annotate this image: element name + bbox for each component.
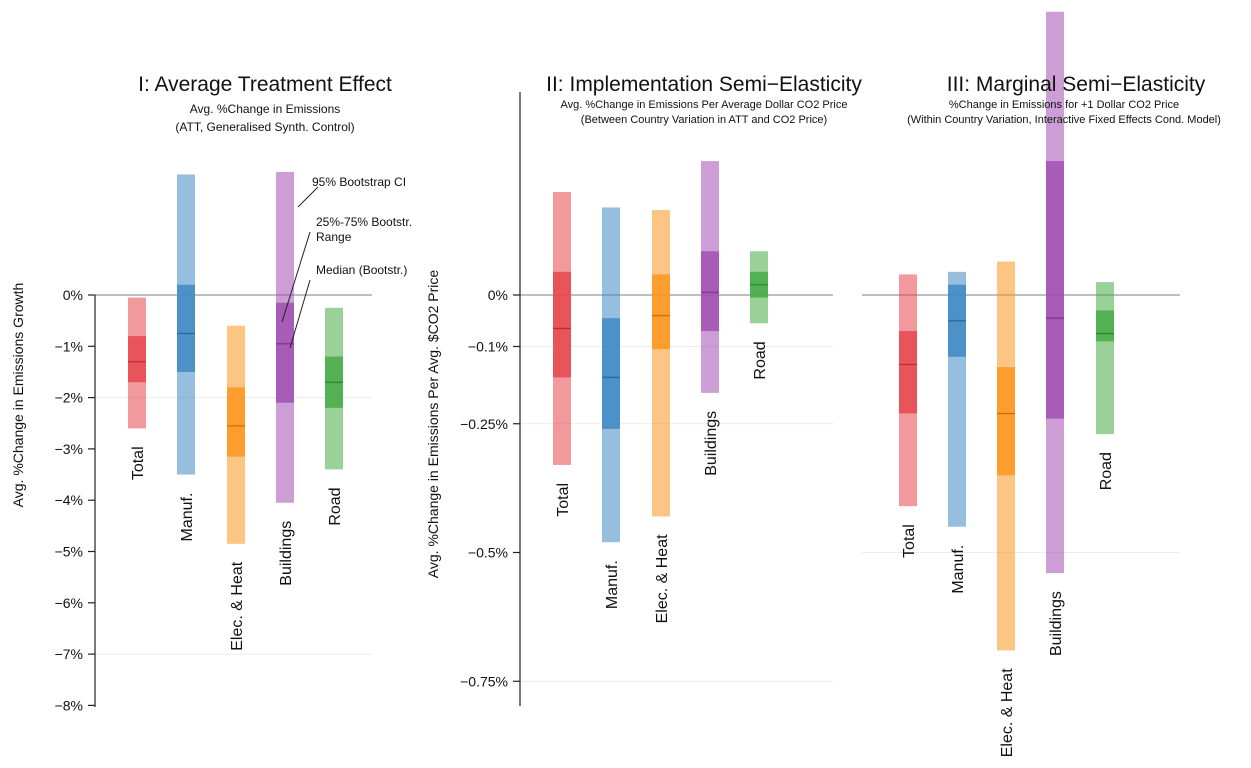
iqr-bar-road xyxy=(1096,310,1114,342)
bar-group-elec-heat xyxy=(997,261,1015,651)
bar-group-manuf xyxy=(602,207,620,543)
y-tick-label: 0% xyxy=(488,287,508,303)
category-label-total: Total xyxy=(555,483,572,517)
annotation-median: Median (Bootstr.) xyxy=(316,263,407,277)
bars xyxy=(553,161,768,543)
bar-group-buildings xyxy=(1046,11,1064,574)
category-labels: Total Manuf. Elec. & Heat Buildings Road xyxy=(901,452,1115,757)
y-tick-label: −0.75% xyxy=(460,673,508,689)
category-label-elec-heat: Elec. & Heat xyxy=(654,534,671,623)
category-label-road: Road xyxy=(327,487,344,525)
panel-title: III: Marginal Semi−Elasticity xyxy=(947,73,1206,96)
annotation-leader-iqr xyxy=(281,231,311,323)
bar-group-manuf xyxy=(177,174,195,475)
category-labels: Total Manuf. Elec. & Heat Buildings Road xyxy=(130,446,344,650)
bar-group-road xyxy=(1096,282,1114,435)
y-tick-label: −0.25% xyxy=(460,416,508,432)
y-ticks: 0% −0.1% −0.25% −0.5% −0.75% xyxy=(460,287,520,689)
y-tick-label: −6% xyxy=(55,595,83,611)
category-label-road: Road xyxy=(1098,452,1115,490)
y-tick-label: −4% xyxy=(55,492,83,508)
y-axis-label: Avg. %Change in Emissions Per Avg. $CO2 … xyxy=(425,270,441,579)
category-label-manuf: Manuf. xyxy=(179,493,196,542)
category-label-total: Total xyxy=(130,446,147,480)
bars xyxy=(899,11,1114,651)
legend-annotations: 95% Bootstrap CI 25%-75% Bootstr. Range … xyxy=(281,175,412,349)
panel-subtitle-line2: (Within Country Variation, Interactive F… xyxy=(907,114,1221,126)
category-label-manuf: Manuf. xyxy=(950,545,967,594)
iqr-bar-elec-heat xyxy=(227,387,245,457)
category-label-elec-heat: Elec. & Heat xyxy=(229,561,246,650)
y-tick-label: 0% xyxy=(63,287,83,303)
y-axis-label: Avg. %Change in Emissions Growth xyxy=(10,283,26,508)
panel-subtitle-line1: Avg. %Change in Emissions Per Average Do… xyxy=(561,99,848,111)
y-tick-label: −0.5% xyxy=(468,545,508,561)
annotation-ci95: 95% Bootstrap CI xyxy=(312,175,406,189)
bar-group-road xyxy=(750,251,768,324)
iqr-bar-elec-heat xyxy=(652,274,670,350)
bar-group-total xyxy=(128,297,146,429)
annotation-iqr-line1: 25%-75% Bootstr. xyxy=(316,215,412,229)
bar-group-road xyxy=(325,307,343,470)
iqr-bar-manuf xyxy=(602,318,620,429)
y-tick-label: −5% xyxy=(55,544,83,560)
y-tick-label: −3% xyxy=(55,441,83,457)
grid-lines xyxy=(520,346,833,682)
ci95-bar-road xyxy=(1096,282,1114,435)
category-labels: Total Manuf. Elec. & Heat Buildings Road xyxy=(555,341,769,623)
iqr-bar-total xyxy=(128,336,146,383)
ci95-bar-elec-heat xyxy=(652,210,670,517)
panel-implementation-semi-elasticity: 0% −0.1% −0.25% −0.5% −0.75% Total Manuf. Elec… xyxy=(425,73,862,706)
category-label-total: Total xyxy=(901,524,918,558)
bar-group-buildings xyxy=(276,171,294,503)
category-label-buildings: Buildings xyxy=(703,411,720,476)
bar-group-elec-heat xyxy=(652,210,670,517)
bar-group-buildings xyxy=(701,161,719,393)
panel-subtitle-line1: %Change in Emissions for +1 Dollar CO2 P… xyxy=(949,99,1179,111)
category-label-manuf: Manuf. xyxy=(604,560,621,609)
category-label-road: Road xyxy=(752,341,769,379)
category-label-buildings: Buildings xyxy=(1048,591,1065,656)
iqr-bar-total xyxy=(899,331,917,414)
bar-group-total xyxy=(553,192,571,465)
panel-title: I: Average Treatment Effect xyxy=(138,73,392,96)
y-tick-label: −7% xyxy=(55,646,83,662)
panel-marginal-semi-elasticity: Total Manuf. Elec. & Heat Buildings Road III… xyxy=(862,11,1221,757)
iqr-bar-total xyxy=(553,271,571,378)
annotation-leader-ci95 xyxy=(297,186,319,208)
y-tick-label: −0.1% xyxy=(468,339,508,355)
y-tick-label: −8% xyxy=(55,697,83,713)
annotation-leader-median xyxy=(289,279,311,349)
annotation-iqr-line2: Range xyxy=(316,230,352,244)
category-label-buildings: Buildings xyxy=(278,521,295,586)
bar-group-elec-heat xyxy=(227,325,245,544)
iqr-bar-buildings xyxy=(701,251,719,332)
bar-group-total xyxy=(899,274,917,507)
category-label-elec-heat: Elec. & Heat xyxy=(999,668,1016,757)
y-tick-label: −1% xyxy=(55,338,83,354)
iqr-bar-elec-heat xyxy=(997,367,1015,476)
iqr-bar-buildings xyxy=(1046,161,1064,419)
y-tick-label: −2% xyxy=(55,390,83,406)
iqr-bar-manuf xyxy=(177,284,195,372)
panel-title: II: Implementation Semi−Elasticity xyxy=(546,73,862,96)
panel-subtitle-line2: (Between Country Variation in ATT and CO… xyxy=(581,114,827,126)
bar-group-manuf xyxy=(948,271,966,527)
panel-average-treatment-effect: 0% −1% −2% −3% −4% −5% −6% −7% −8% Total Manuf. El… xyxy=(10,73,392,713)
bars xyxy=(128,171,343,544)
iqr-bar-buildings xyxy=(276,302,294,403)
y-ticks: 0% −1% −2% −3% −4% −5% −6% −7% −8% xyxy=(55,287,95,713)
panel-subtitle-line2: (ATT, Generalised Synth. Control) xyxy=(175,120,354,134)
panel-subtitle-line1: Avg. %Change in Emissions xyxy=(190,102,341,116)
